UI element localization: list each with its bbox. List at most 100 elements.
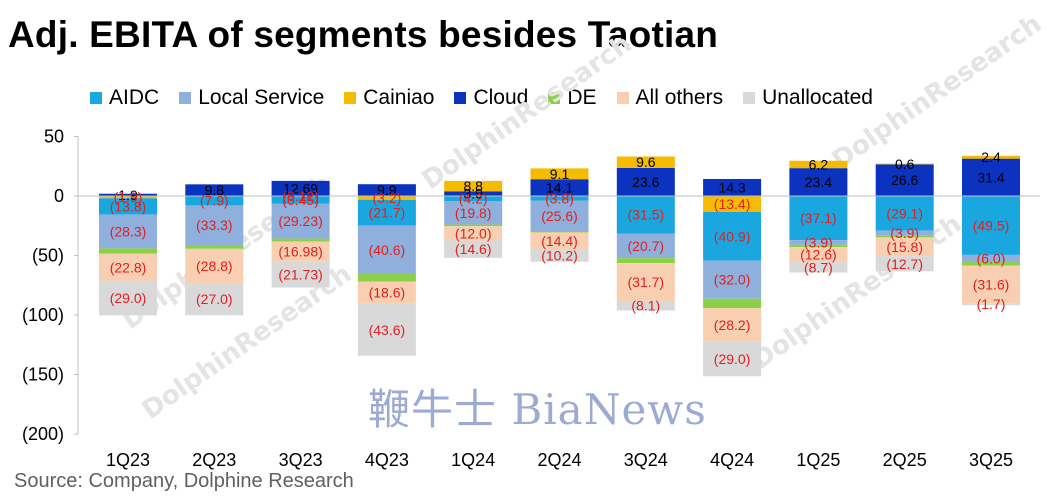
- x-tick-label: 4Q23: [365, 450, 409, 470]
- bar-segment-unallocated: [185, 283, 244, 316]
- bianews-watermark: 鞭牛士 BiaNews: [368, 385, 707, 434]
- y-tick-label: 50: [44, 127, 64, 147]
- bar-segment-cainiao: [875, 163, 934, 165]
- legend-swatch: [616, 92, 629, 104]
- data-label: (29.0): [110, 290, 147, 306]
- data-label: 14.3: [718, 179, 745, 195]
- data-label: (14.4): [541, 233, 578, 249]
- bar-segment-aidc: [875, 196, 934, 231]
- x-tick-label: 2Q24: [537, 450, 581, 470]
- y-tick-label: (50): [32, 246, 64, 266]
- bar-segment-local-service: [962, 254, 1020, 263]
- bar-segment-aidc: [444, 196, 503, 201]
- legend-item-aidc: AIDC: [90, 86, 159, 110]
- data-label: (14.6): [455, 241, 492, 257]
- bar-segment-cloud: [616, 167, 675, 196]
- legend-swatch: [179, 92, 192, 104]
- legend-swatch: [548, 92, 561, 104]
- data-label: 12.69: [283, 180, 318, 196]
- data-label: (3.2): [373, 190, 402, 206]
- data-label: (4.2): [459, 190, 488, 206]
- bar-segment-unallocated: [616, 300, 675, 311]
- y-tick-label: 0: [54, 186, 64, 206]
- bar-segment-aidc: [962, 196, 1020, 255]
- data-label: (25.6): [541, 208, 578, 224]
- data-label: (3.9): [890, 225, 919, 241]
- data-label: (13.8): [110, 198, 147, 214]
- legend-swatch: [344, 92, 357, 104]
- bar-segment-aidc: [271, 196, 330, 204]
- data-label: (12.0): [455, 225, 492, 241]
- bar-segment-local-service: [530, 200, 589, 231]
- bar-segment-cloud: [185, 184, 244, 196]
- data-label: 2.4: [981, 149, 1001, 165]
- data-label: (12.6): [800, 247, 837, 263]
- legend-item-cloud: Cloud: [454, 86, 528, 110]
- chart-title: Adj. EBITA of segments besides Taotian: [8, 14, 719, 55]
- legend-swatch: [454, 92, 467, 104]
- bar-segment-de: [616, 258, 675, 264]
- data-label: (31.5): [628, 207, 665, 223]
- data-label: (8.1): [631, 298, 660, 314]
- data-label: (0.12): [282, 188, 319, 204]
- x-tick-label: 2Q23: [192, 450, 236, 470]
- data-label: 14.1: [546, 180, 573, 196]
- data-label: 3.9: [463, 186, 483, 202]
- bar-segment-de: [185, 245, 244, 249]
- bar-segment-aidc: [789, 196, 848, 241]
- legend-label: Unallocated: [762, 86, 873, 109]
- legend-label: Cloud: [473, 86, 529, 109]
- data-label: 8.8: [463, 178, 483, 194]
- data-label: (40.6): [369, 242, 406, 258]
- bar-segment-cainiao: [444, 180, 503, 192]
- bar-segment-all-others: [271, 241, 330, 262]
- data-label: (43.6): [369, 322, 406, 338]
- legend-label: AIDC: [109, 86, 160, 109]
- data-label: (21.7): [369, 205, 406, 221]
- x-tick-label: 1Q23: [106, 450, 150, 470]
- background-watermark: DolphinResearch: [827, 9, 1047, 176]
- data-label: (1.9): [114, 189, 143, 205]
- bar-segment-cloud: [703, 178, 762, 196]
- data-label: (6.45): [282, 192, 319, 208]
- data-label: (10.2): [541, 248, 578, 264]
- data-label: (18.6): [369, 285, 406, 301]
- bar-segment-aidc: [530, 196, 589, 201]
- data-label: (28.3): [110, 224, 147, 240]
- bar-segment-de: [789, 244, 848, 248]
- bar-segment-all-others: [185, 248, 244, 284]
- bar-segment-cloud: [875, 164, 934, 196]
- data-label: (27.0): [196, 291, 233, 307]
- bar-segment-local-service: [271, 203, 330, 239]
- bar-segment-cloud: [99, 193, 157, 196]
- bar-segment-all-others: [530, 232, 589, 250]
- bar-segment-unallocated: [99, 280, 157, 316]
- data-label: (8.7): [804, 259, 833, 275]
- bar-segment-all-others: [875, 237, 934, 257]
- bar-segment-unallocated: [875, 256, 934, 272]
- legend-swatch: [90, 92, 102, 104]
- bar-segment-local-service: [444, 200, 503, 225]
- bar-segment-aidc: [99, 198, 157, 215]
- bar-segment-de: [875, 235, 934, 238]
- data-label: (28.2): [714, 317, 751, 333]
- data-label: (13.4): [714, 196, 751, 212]
- data-label: (12.7): [886, 256, 923, 272]
- data-label: (31.6): [973, 276, 1010, 292]
- bar-segment-de: [99, 248, 157, 254]
- data-label: (29.1): [886, 205, 923, 221]
- data-label: 9.8: [205, 182, 225, 198]
- bar-segment-unallocated: [444, 240, 503, 258]
- bar-segment-aidc: [185, 196, 244, 206]
- data-label: 23.4: [805, 174, 832, 190]
- bar-segment-aidc: [357, 199, 416, 226]
- bar-segment-local-service: [875, 230, 934, 236]
- data-label: (19.8): [455, 205, 492, 221]
- bar-segment-local-service: [357, 225, 416, 274]
- bar-segment-local-service: [703, 260, 762, 299]
- legend-label: All others: [635, 86, 724, 109]
- bar-segment-de: [271, 238, 330, 242]
- legend-item-all-others: All others: [616, 86, 724, 110]
- bar-segment-cloud: [530, 179, 589, 196]
- y-tick-label: (100): [22, 305, 64, 325]
